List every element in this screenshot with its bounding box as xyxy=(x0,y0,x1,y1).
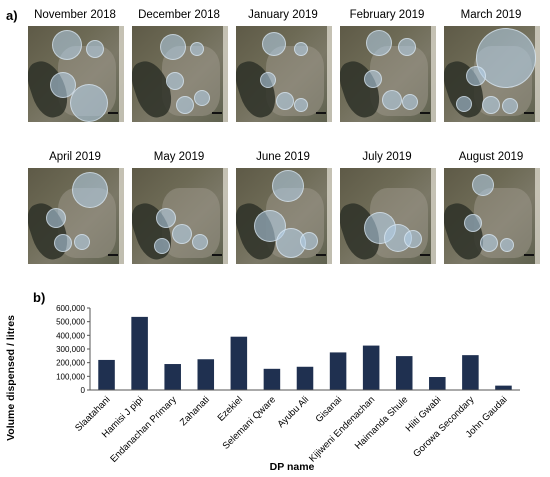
y-tick-label: 100,000 xyxy=(56,372,85,381)
x-axis-label: DP name xyxy=(270,461,315,473)
bar xyxy=(197,359,215,390)
y-tick-label: 0 xyxy=(81,386,86,395)
bar-chart: 0 100,000 200,000 300,000 400,000 500,000 600,… xyxy=(5,304,520,473)
y-tick-label: 200,000 xyxy=(56,359,85,368)
x-tick-label: Endanachan Primary xyxy=(108,394,179,465)
bar xyxy=(462,355,479,390)
bars xyxy=(98,316,512,390)
y-tick-label: 300,000 xyxy=(56,345,85,354)
y-axis: 0 100,000 200,000 300,000 400,000 500,000 600,… xyxy=(56,304,91,395)
bar xyxy=(329,352,347,390)
map-feb-2019 xyxy=(340,26,436,122)
map-title-nov-2018: November 2018 xyxy=(34,9,116,21)
map-may-2019 xyxy=(132,168,228,264)
map-dec-2018 xyxy=(132,26,228,122)
map-jun-2019 xyxy=(236,168,332,264)
map-apr-2019 xyxy=(28,168,124,264)
panel-a-label: a) xyxy=(6,8,18,23)
x-tick-label: Ayubu Ali xyxy=(275,394,311,430)
map-title-jul-2019: July 2019 xyxy=(362,151,412,163)
map-title-feb-2019: February 2019 xyxy=(349,9,425,21)
bar xyxy=(230,336,248,390)
y-tick-label: 400,000 xyxy=(56,331,85,340)
bar xyxy=(263,368,281,390)
bar xyxy=(495,385,512,390)
x-tick-label: Ezekiel xyxy=(216,394,245,423)
y-tick-label: 600,000 xyxy=(56,304,85,313)
y-axis-label: Volume dispensed / litres xyxy=(5,315,17,441)
map-title-jan-2019: January 2019 xyxy=(248,9,318,21)
y-tick-label: 500,000 xyxy=(56,318,85,327)
x-tick-label: Gisanai xyxy=(314,394,345,425)
map-title-may-2019: May 2019 xyxy=(153,151,205,163)
map-mar-2019 xyxy=(444,26,540,122)
bar xyxy=(362,345,380,390)
x-tick-label: Gorowa Secondary xyxy=(411,394,476,459)
map-jan-2019 xyxy=(236,26,332,122)
bar xyxy=(296,366,314,390)
map-title-mar-2019: March 2019 xyxy=(460,9,522,21)
map-nov-2018 xyxy=(28,26,124,122)
bar xyxy=(395,356,413,390)
panel-b-label: b) xyxy=(33,290,46,305)
map-jul-2019 xyxy=(340,168,436,264)
map-title-apr-2019: April 2019 xyxy=(49,151,101,163)
bar xyxy=(98,359,115,390)
bar xyxy=(164,364,181,390)
map-title-aug-2019: August 2019 xyxy=(458,151,524,163)
bar xyxy=(131,316,148,390)
x-tick-label: Zahanati xyxy=(178,394,212,428)
map-aug-2019 xyxy=(444,168,540,264)
bar xyxy=(429,377,446,390)
map-title-dec-2018: December 2018 xyxy=(138,9,220,21)
map-title-jun-2019: June 2019 xyxy=(256,151,310,163)
